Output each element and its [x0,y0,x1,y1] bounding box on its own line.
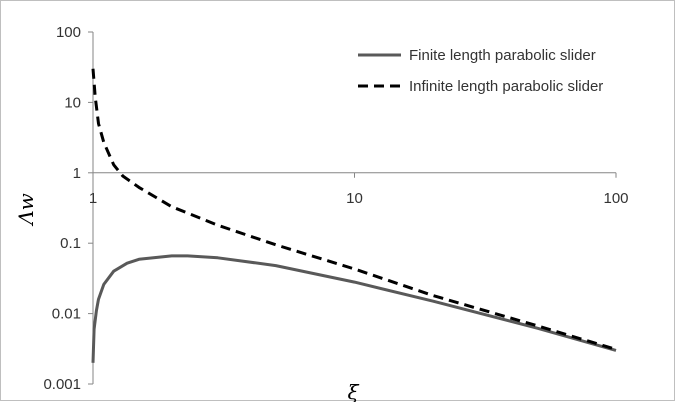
x-axis-title: ξ [347,380,359,402]
x-tick-label: 100 [603,190,628,207]
legend-label-2: Infinite length parabolic slider [409,78,603,95]
y-tick-label: 10 [64,94,81,111]
y-tick-label: 1 [73,165,81,182]
y-tick-label: 0.01 [52,306,81,323]
legend-label-1: Finite length parabolic slider [409,47,596,64]
y-tick-label: 0.001 [43,376,81,393]
y-axis-title: Λw [14,193,38,227]
x-tick-label: 1 [89,190,97,207]
x-tick-label: 10 [346,190,363,207]
y-tick-label: 100 [56,24,81,41]
y-tick-label: 0.1 [60,235,81,252]
series-line-1 [91,254,617,363]
series-line-2 [91,68,617,351]
